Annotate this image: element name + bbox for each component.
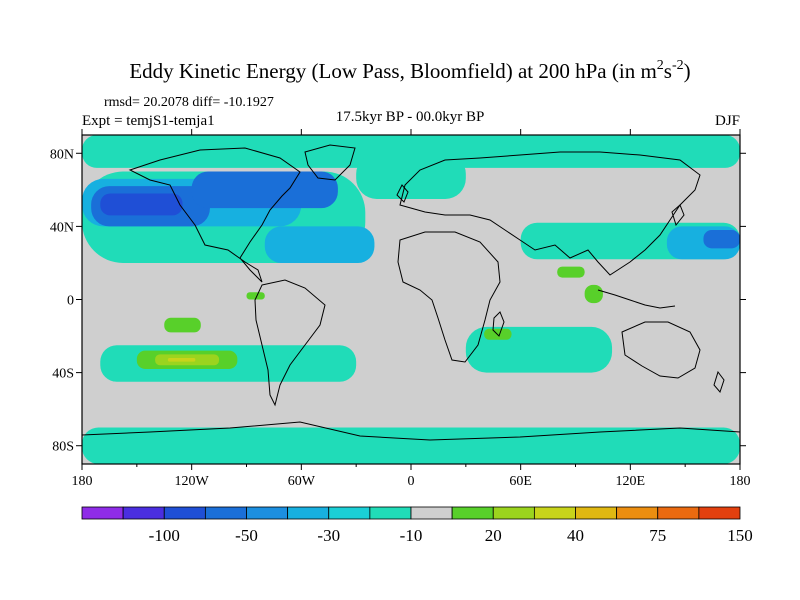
field-region-4: [191, 171, 338, 209]
field-region-16: [167, 357, 196, 362]
colorbar-label: -100: [149, 526, 180, 545]
colorbar-label: 20: [485, 526, 502, 545]
field-region-0: [82, 135, 740, 168]
colorbar-swatch: [81, 506, 124, 520]
field-region-20: [246, 292, 265, 300]
coast-japan: [671, 204, 685, 227]
x-tick-label: 120W: [175, 474, 210, 489]
coast-indonesia: [597, 289, 676, 309]
season-label: DJF: [715, 113, 740, 129]
y-tick-label: 40S: [52, 367, 74, 382]
colorbar-swatch: [657, 506, 700, 520]
coast-antarctica: [82, 421, 740, 441]
field-region-10: [703, 230, 740, 249]
coast-new-zealand: [713, 370, 725, 393]
y-tick-label: 40N: [50, 220, 74, 235]
coast-south-america: [254, 279, 326, 407]
colorbar-label: 75: [649, 526, 666, 545]
stats-label: rmsd= 20.2078 diff= -10.1927: [104, 95, 274, 110]
colorbar-swatch: [369, 506, 412, 520]
colorbar-swatch: [204, 506, 247, 520]
chart-title-sup2: -2: [672, 58, 684, 73]
field-region-17: [164, 317, 201, 333]
y-tick-label: 0: [67, 294, 74, 309]
field-region-7: [356, 153, 466, 199]
coast-north-america: [128, 147, 301, 283]
x-tick-label: 60W: [288, 474, 316, 489]
colorbar-swatch: [533, 506, 576, 520]
period-label: 17.5kyr BP - 00.0kyr BP: [336, 109, 485, 125]
field-region-5: [100, 193, 183, 216]
coast-madagascar: [492, 311, 505, 337]
colorbar-swatch: [492, 506, 535, 520]
colorbar-swatch: [616, 506, 659, 520]
colorbar-label: -50: [235, 526, 258, 545]
colorbar-swatch: [246, 506, 289, 520]
field-region-21: [557, 266, 585, 278]
y-tick-label: 80S: [52, 440, 74, 455]
x-tick-label: 120E: [616, 474, 646, 489]
x-tick-label: 0: [408, 474, 415, 489]
x-tick-label: 180: [72, 474, 93, 489]
colorbar-swatch: [163, 506, 206, 520]
colorbar-swatch: [287, 506, 330, 520]
y-tick-label: 80N: [50, 147, 74, 162]
colorbar-label: 40: [567, 526, 584, 545]
field-region-19: [584, 284, 603, 304]
coast-british-isles: [396, 184, 409, 203]
colorbar-label: -10: [400, 526, 423, 545]
chart-title-sup1: 2: [657, 58, 664, 73]
coast-australia: [621, 321, 701, 379]
field-regions: [82, 135, 740, 464]
colorbar: -100 -50 -30 -10 20 40 75 150: [81, 506, 753, 545]
colorbar-swatch: [451, 506, 494, 520]
colorbar-swatch: [575, 506, 618, 520]
colorbar-label: 150: [727, 526, 753, 545]
colorbar-swatch: [122, 506, 165, 520]
x-axis: 180 120W 60W 0 60E 120E 180: [72, 129, 751, 489]
x-tick-label: 180: [730, 474, 751, 489]
chart-title-end: ): [684, 59, 691, 83]
colorbar-swatch: [410, 506, 453, 520]
coast-africa: [397, 231, 501, 363]
colorbar-swatch: [328, 506, 371, 520]
colorbar-label: -30: [317, 526, 340, 545]
experiment-label: Expt = temjS1-temja1: [82, 113, 215, 129]
colorbar-swatch: [698, 506, 741, 520]
y-axis: 80N 40N 0 40S 80S: [50, 147, 746, 455]
chart-title-main: Eddy Kinetic Energy (Low Pass, Bloomfiel…: [129, 59, 656, 83]
chart-title-mid: s: [664, 59, 672, 83]
coastlines: [82, 144, 740, 441]
chart-title: Eddy Kinetic Energy (Low Pass, Bloomfiel…: [129, 58, 690, 83]
x-tick-label: 60E: [509, 474, 532, 489]
field-region-11: [82, 427, 740, 464]
coast-eurasia: [399, 151, 701, 276]
field-region-6: [264, 226, 375, 263]
coast-greenland: [304, 144, 356, 181]
